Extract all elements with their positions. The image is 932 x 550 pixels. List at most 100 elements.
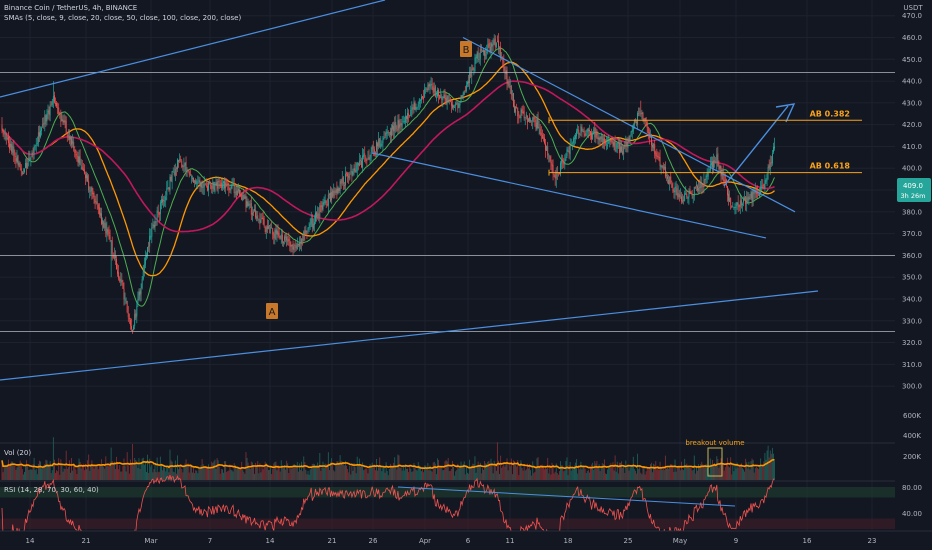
- candle-body: [118, 272, 120, 279]
- candle-body: [306, 231, 308, 233]
- candle-body: [253, 211, 254, 213]
- sma-line-1: [1, 61, 775, 277]
- candle-body: [81, 166, 83, 170]
- rsi-upper-band: [0, 487, 895, 498]
- volume-bar: [230, 469, 232, 480]
- candle-body: [332, 190, 334, 197]
- candle-body: [485, 54, 487, 56]
- volume-bar: [351, 462, 353, 480]
- drawings[interactable]: [0, 0, 895, 507]
- volume-bar: [65, 450, 67, 480]
- volume-bar: [123, 458, 125, 480]
- candle-body: [16, 156, 18, 163]
- candle-body: [690, 192, 692, 194]
- candle-body: [229, 189, 231, 191]
- time-tick: 21: [82, 537, 91, 545]
- volume-bar: [425, 465, 427, 480]
- candle-body: [380, 143, 382, 148]
- candle-body: [292, 243, 294, 250]
- candle-body: [312, 223, 314, 229]
- candle-body: [559, 172, 560, 175]
- volume-bar: [429, 465, 431, 480]
- volume-bar: [61, 463, 63, 480]
- volume-bar: [239, 469, 240, 480]
- candle-body: [132, 329, 133, 332]
- volume-bar: [235, 469, 237, 480]
- candle-body: [238, 188, 239, 192]
- volume-bar: [704, 466, 706, 480]
- volume-bar: [302, 471, 304, 480]
- volume-bar: [531, 475, 533, 480]
- candle-body: [220, 182, 222, 189]
- volume-bar: [754, 468, 756, 480]
- volume-bar: [114, 469, 116, 480]
- volume-bar: [755, 466, 757, 480]
- candle-body: [265, 227, 267, 232]
- candle-body: [129, 319, 131, 326]
- candle-body: [603, 138, 605, 144]
- candle-body: [394, 122, 396, 132]
- volume-bar: [486, 463, 488, 480]
- volume-bar: [273, 463, 275, 480]
- candle-body: [293, 246, 295, 250]
- candle-body: [353, 167, 355, 171]
- rsi-trendline: [397, 486, 736, 507]
- volume-bar: [455, 471, 457, 480]
- volume-bar: [360, 466, 361, 480]
- candle-body: [654, 144, 656, 154]
- candle-body: [490, 42, 492, 53]
- candle-body: [212, 181, 214, 189]
- volume-bar: [709, 458, 711, 480]
- volume-bar: [658, 470, 660, 480]
- candle-body: [146, 254, 147, 258]
- candle-body: [463, 90, 465, 95]
- volume-bar: [347, 468, 349, 480]
- price-tick: 310.0: [902, 361, 922, 369]
- volume-bar: [196, 470, 198, 480]
- candle-body: [420, 96, 422, 101]
- volume-bar: [678, 467, 680, 480]
- candle-body: [553, 174, 555, 175]
- volume-bar: [766, 450, 768, 480]
- volume-bar: [366, 468, 368, 480]
- volume-bar: [569, 462, 571, 480]
- candle-body: [58, 107, 60, 114]
- volume-bar: [289, 467, 291, 480]
- candle-body: [288, 239, 290, 242]
- candle-body: [605, 142, 606, 144]
- volume-bar: [751, 458, 753, 480]
- volume-bar: [699, 467, 701, 480]
- candle-body: [615, 149, 617, 151]
- volume-bar: [254, 473, 255, 480]
- volume-bar: [166, 465, 168, 480]
- volume-bar: [519, 464, 521, 480]
- volume-bar: [224, 461, 226, 480]
- candle-body: [475, 57, 477, 59]
- candle-body: [188, 171, 190, 175]
- candle-body: [42, 124, 44, 127]
- candle-body: [48, 109, 50, 115]
- volume-bar: [321, 467, 323, 480]
- volume-bar: [307, 470, 309, 480]
- volume-bar: [634, 470, 636, 480]
- volume-bar: [93, 468, 95, 480]
- candle-body: [549, 156, 551, 162]
- candle-body: [46, 113, 48, 121]
- candle-body: [611, 140, 613, 142]
- candle-body: [338, 188, 340, 191]
- volume-bar: [70, 472, 71, 480]
- candle-body: [169, 176, 171, 191]
- volume-bar: [180, 464, 182, 480]
- volume-bar: [504, 466, 506, 480]
- candle-body: [741, 204, 743, 205]
- candle-body: [29, 158, 31, 160]
- candle-body: [184, 163, 186, 166]
- candle-body: [657, 155, 659, 157]
- volume-bar: [20, 462, 22, 480]
- candle-body: [6, 138, 8, 140]
- candle-body: [230, 186, 232, 190]
- candle-body: [736, 202, 738, 207]
- volume-bar: [108, 466, 110, 480]
- volume-bar: [697, 470, 698, 480]
